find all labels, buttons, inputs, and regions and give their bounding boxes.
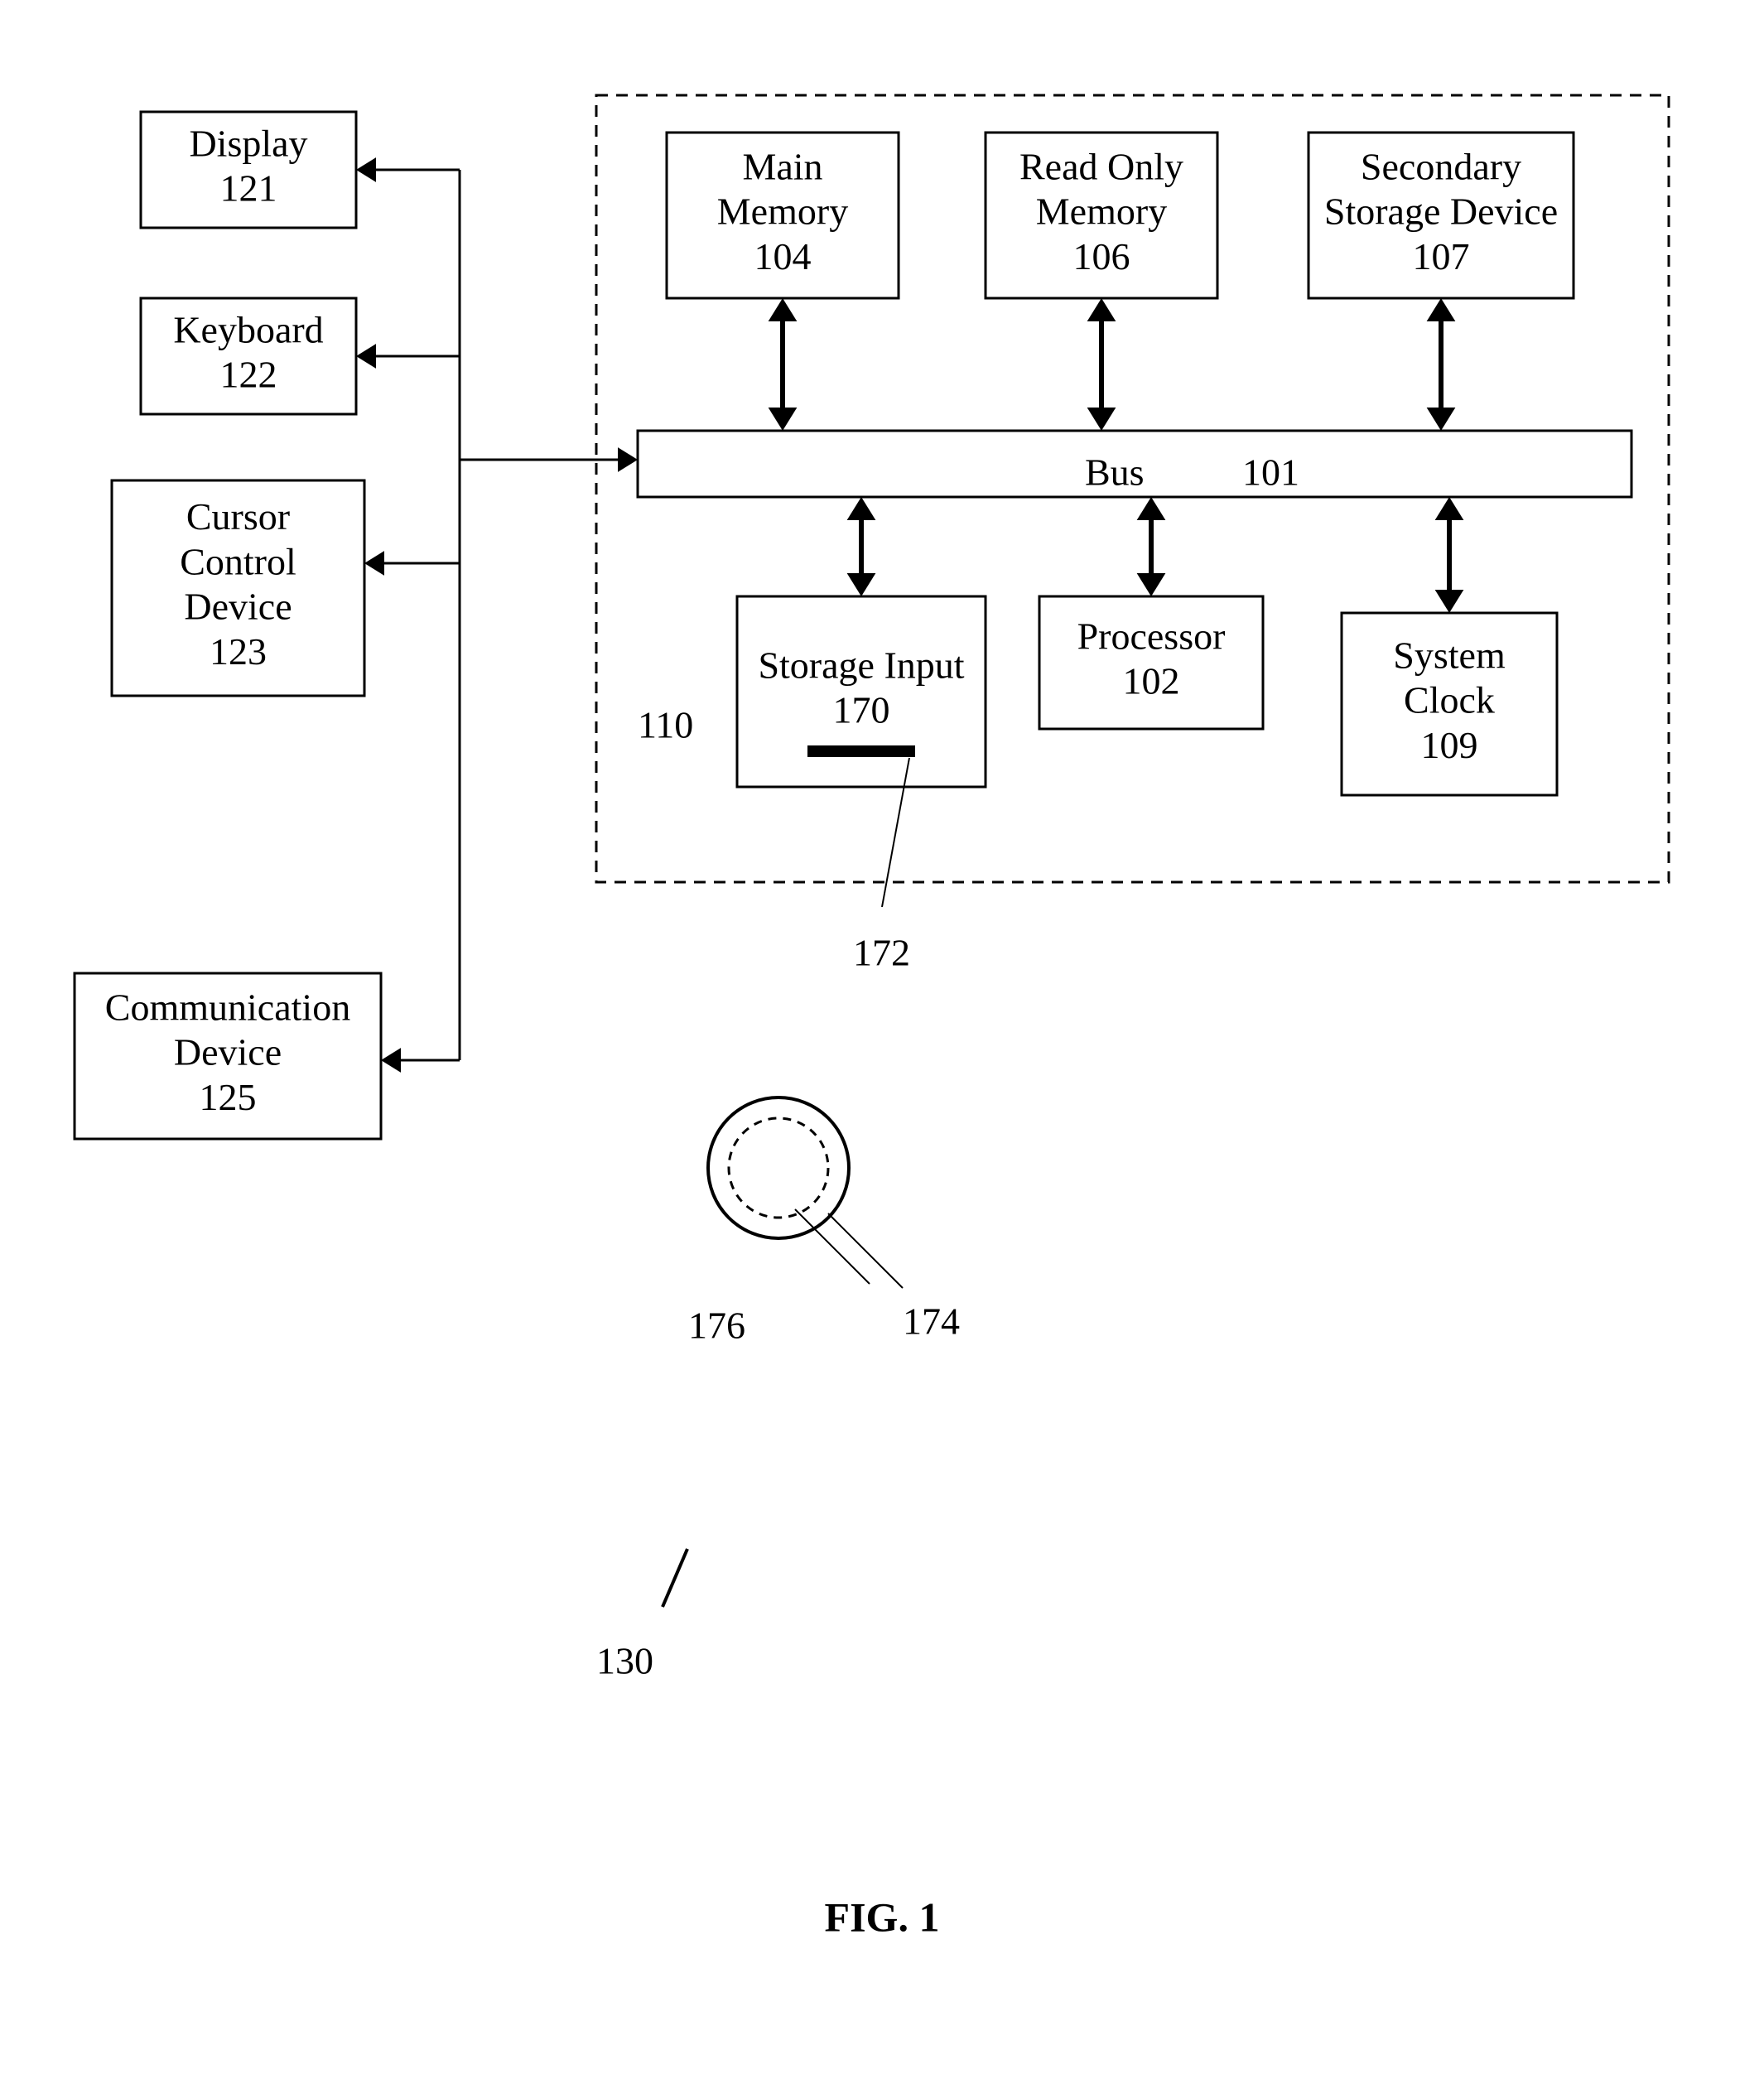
storage-slot-icon <box>807 745 915 757</box>
secondary-storage-block-line-2: 107 <box>1413 235 1470 277</box>
label-176: 176 <box>688 1305 745 1347</box>
cursor-control-block-line-1: Control <box>180 540 296 582</box>
callout-176-line <box>795 1209 870 1284</box>
bus-number: 101 <box>1242 451 1299 494</box>
rom-block-line-1: Memory <box>1036 191 1167 233</box>
figure-label: FIG. 1 <box>825 1893 940 1940</box>
display-block-line-1: 121 <box>220 167 277 210</box>
system-clock-block-line-2: 109 <box>1421 724 1478 766</box>
main-memory-block-line-0: Main <box>742 145 822 187</box>
communication-device-block-line-0: Communication <box>105 986 350 1028</box>
label-110: 110 <box>638 704 693 746</box>
main-memory-block-line-2: 104 <box>754 235 812 277</box>
display-block-line-0: Display <box>189 122 307 164</box>
system-clock-block-line-0: System <box>1393 634 1506 676</box>
storage-input-block-line-0: Storage Input <box>758 644 964 686</box>
label-130-tick <box>663 1549 687 1607</box>
cursor-control-block-line-0: Cursor <box>186 495 290 538</box>
rom-block-line-0: Read Only <box>1019 145 1183 187</box>
callout-174-line <box>828 1213 903 1288</box>
bus-label: Bus <box>1085 451 1145 494</box>
label-174: 174 <box>903 1300 960 1343</box>
cursor-control-block-line-3: 123 <box>210 630 267 673</box>
main-memory-block-line-1: Memory <box>717 191 848 233</box>
disc-inner-icon <box>729 1118 828 1218</box>
keyboard-block-line-1: 122 <box>220 354 277 396</box>
communication-device-block-line-2: 125 <box>200 1076 257 1118</box>
secondary-storage-block-line-1: Storage Device <box>1324 191 1558 233</box>
cursor-control-block-line-2: Device <box>184 586 292 628</box>
processor-block-line-0: Processor <box>1077 615 1226 657</box>
secondary-storage-block-line-0: Secondary <box>1361 145 1521 187</box>
label-130: 130 <box>596 1640 653 1682</box>
communication-device-block-line-1: Device <box>174 1031 282 1073</box>
storage-input-block-line-1: 170 <box>833 689 890 731</box>
rom-block-line-2: 106 <box>1073 235 1130 277</box>
system-clock-block-line-1: Clock <box>1404 679 1495 721</box>
label-172: 172 <box>853 932 910 974</box>
keyboard-block-line-0: Keyboard <box>173 308 323 350</box>
processor-block-line-1: 102 <box>1123 660 1180 702</box>
